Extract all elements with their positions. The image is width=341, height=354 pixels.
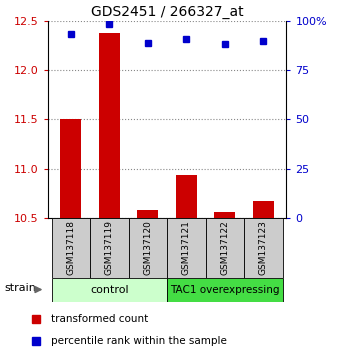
Text: GSM137121: GSM137121	[182, 220, 191, 275]
Text: GSM137120: GSM137120	[143, 220, 152, 275]
Bar	[206, 218, 244, 278]
Text: percentile rank within the sample: percentile rank within the sample	[51, 336, 227, 346]
Text: TAC1 overexpressing: TAC1 overexpressing	[170, 285, 280, 295]
Bar	[137, 210, 159, 218]
Bar	[244, 218, 283, 278]
Text: GSM137119: GSM137119	[105, 220, 114, 275]
Bar	[253, 201, 274, 218]
Text: GSM137123: GSM137123	[259, 220, 268, 275]
Bar	[99, 33, 120, 218]
Text: strain: strain	[5, 282, 36, 293]
Bar	[167, 218, 206, 278]
Text: GSM137118: GSM137118	[66, 220, 75, 275]
Bar	[90, 218, 129, 278]
Bar	[51, 218, 90, 278]
Text: GSM137122: GSM137122	[220, 221, 229, 275]
Bar	[167, 278, 283, 302]
Bar	[129, 218, 167, 278]
Bar	[176, 176, 197, 218]
Text: transformed count: transformed count	[51, 314, 149, 324]
Bar	[214, 212, 235, 218]
Bar	[51, 278, 167, 302]
Title: GDS2451 / 266327_at: GDS2451 / 266327_at	[91, 5, 243, 19]
Text: control: control	[90, 285, 129, 295]
Bar	[60, 120, 81, 218]
